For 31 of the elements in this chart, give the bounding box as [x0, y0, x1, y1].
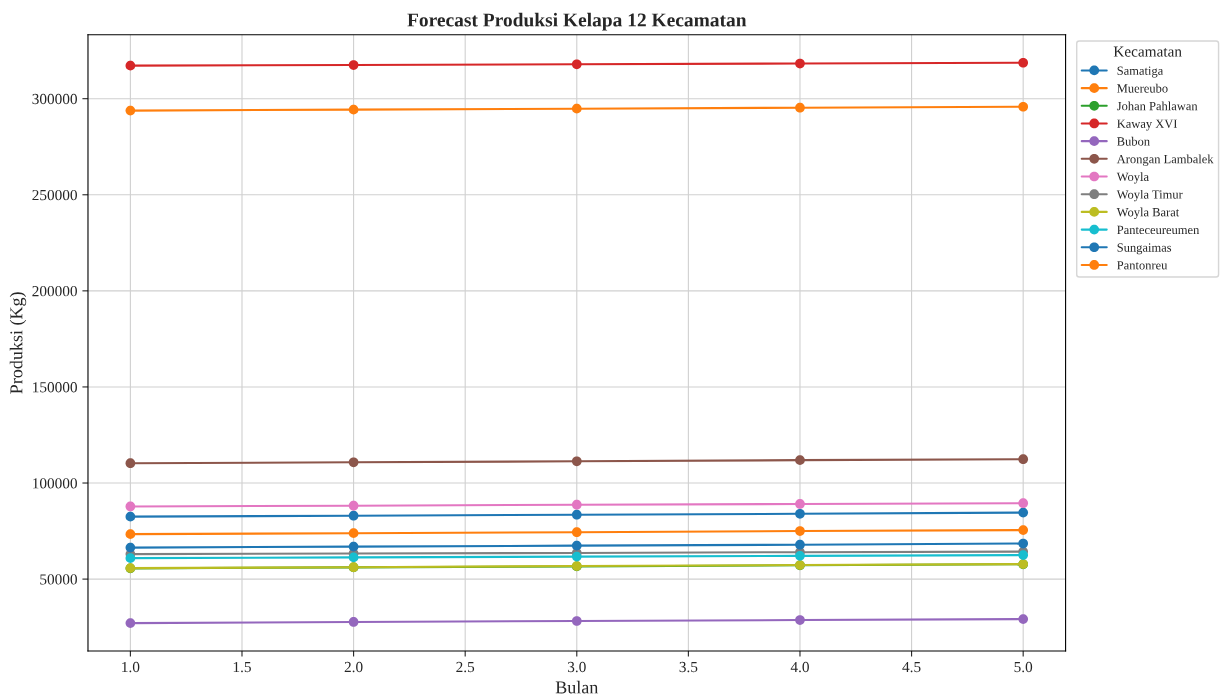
chart-title: Forecast Produksi Kelapa 12 Kecamatan [407, 12, 747, 31]
legend-label: Bubon [1117, 136, 1150, 146]
legend-label: Samatiga [1117, 66, 1164, 78]
x-tick-label: 5.0 [1014, 661, 1033, 673]
x-tick-label: 3.0 [567, 661, 586, 673]
x-tick-label: 2.0 [344, 661, 363, 673]
legend-label: Arongan Lambalek [1116, 154, 1214, 166]
x-tick-label: 4.0 [790, 661, 809, 673]
legend-label: Kaway XVI [1117, 119, 1178, 131]
x-tick-label: 4.5 [902, 661, 921, 673]
legend-label: Johan Pahlawan [1116, 101, 1198, 111]
x-axis-title: Bulan [555, 680, 599, 694]
y-tick-label: 200000 [32, 286, 77, 297]
x-tick-label: 1.0 [122, 661, 140, 673]
legend-label: Sungaimas [1117, 243, 1172, 255]
x-tick-label: 3.5 [679, 661, 698, 673]
y-axis-title: Produksi (Kg) [9, 292, 27, 394]
y-tick-label: 300000 [32, 93, 77, 105]
legend-title: Kecamatan [1113, 46, 1182, 57]
x-tick-label: 2.5 [456, 661, 475, 673]
y-tick-label: 250000 [32, 189, 77, 201]
y-tick-label: 50000 [40, 574, 77, 585]
legend-label: Muereubo [1117, 83, 1168, 93]
legend-label: Pantonreu [1117, 261, 1168, 270]
y-tick-label: 100000 [33, 478, 77, 489]
x-tick-label: 1.5 [233, 661, 251, 673]
legend-label: Woyla Barat [1116, 207, 1180, 219]
legend-label: Woyla [1116, 172, 1149, 184]
legend-label: Woyla Timur [1116, 189, 1183, 202]
legend-label: Panteceureumen [1117, 225, 1200, 235]
y-tick-label: 150000 [33, 382, 77, 393]
